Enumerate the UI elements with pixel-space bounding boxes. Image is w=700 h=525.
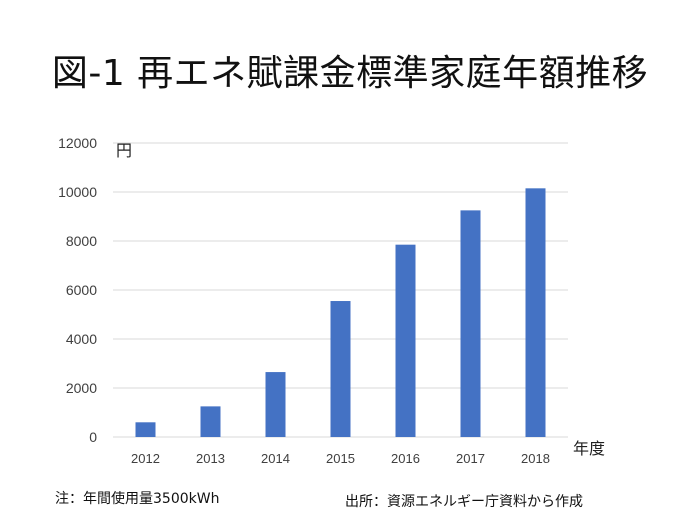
bar bbox=[460, 210, 481, 437]
bar bbox=[525, 188, 546, 437]
y-tick-label: 12000 bbox=[58, 135, 97, 151]
x-tick-label: 2015 bbox=[326, 451, 355, 466]
y-tick-label: 2000 bbox=[66, 380, 97, 396]
footnote: 注：年間使用量3500kWh bbox=[55, 491, 220, 507]
chart-title: 図-1 再エネ賦課金標準家庭年額推移 bbox=[51, 53, 649, 94]
x-tick-label: 2013 bbox=[196, 451, 225, 466]
source-note: 出所：資源エネルギー庁資料から作成 bbox=[345, 494, 583, 510]
x-tick-label: 2018 bbox=[521, 451, 550, 466]
y-tick-label: 4000 bbox=[66, 331, 97, 347]
bar bbox=[330, 301, 351, 437]
bar bbox=[395, 244, 416, 437]
x-axis-label: 年度 bbox=[573, 439, 605, 458]
bar bbox=[200, 406, 221, 437]
bar bbox=[135, 422, 156, 437]
y-tick-label: 0 bbox=[89, 429, 97, 445]
y-tick-label: 8000 bbox=[66, 233, 97, 249]
bar bbox=[265, 372, 286, 437]
x-tick-label: 2014 bbox=[261, 451, 290, 466]
y-tick-label: 6000 bbox=[66, 282, 97, 298]
y-axis-label: 円 bbox=[116, 141, 132, 160]
y-tick-label: 10000 bbox=[58, 184, 97, 200]
x-tick-label: 2012 bbox=[131, 451, 160, 466]
x-tick-label: 2016 bbox=[391, 451, 420, 466]
x-tick-label: 2017 bbox=[456, 451, 485, 466]
